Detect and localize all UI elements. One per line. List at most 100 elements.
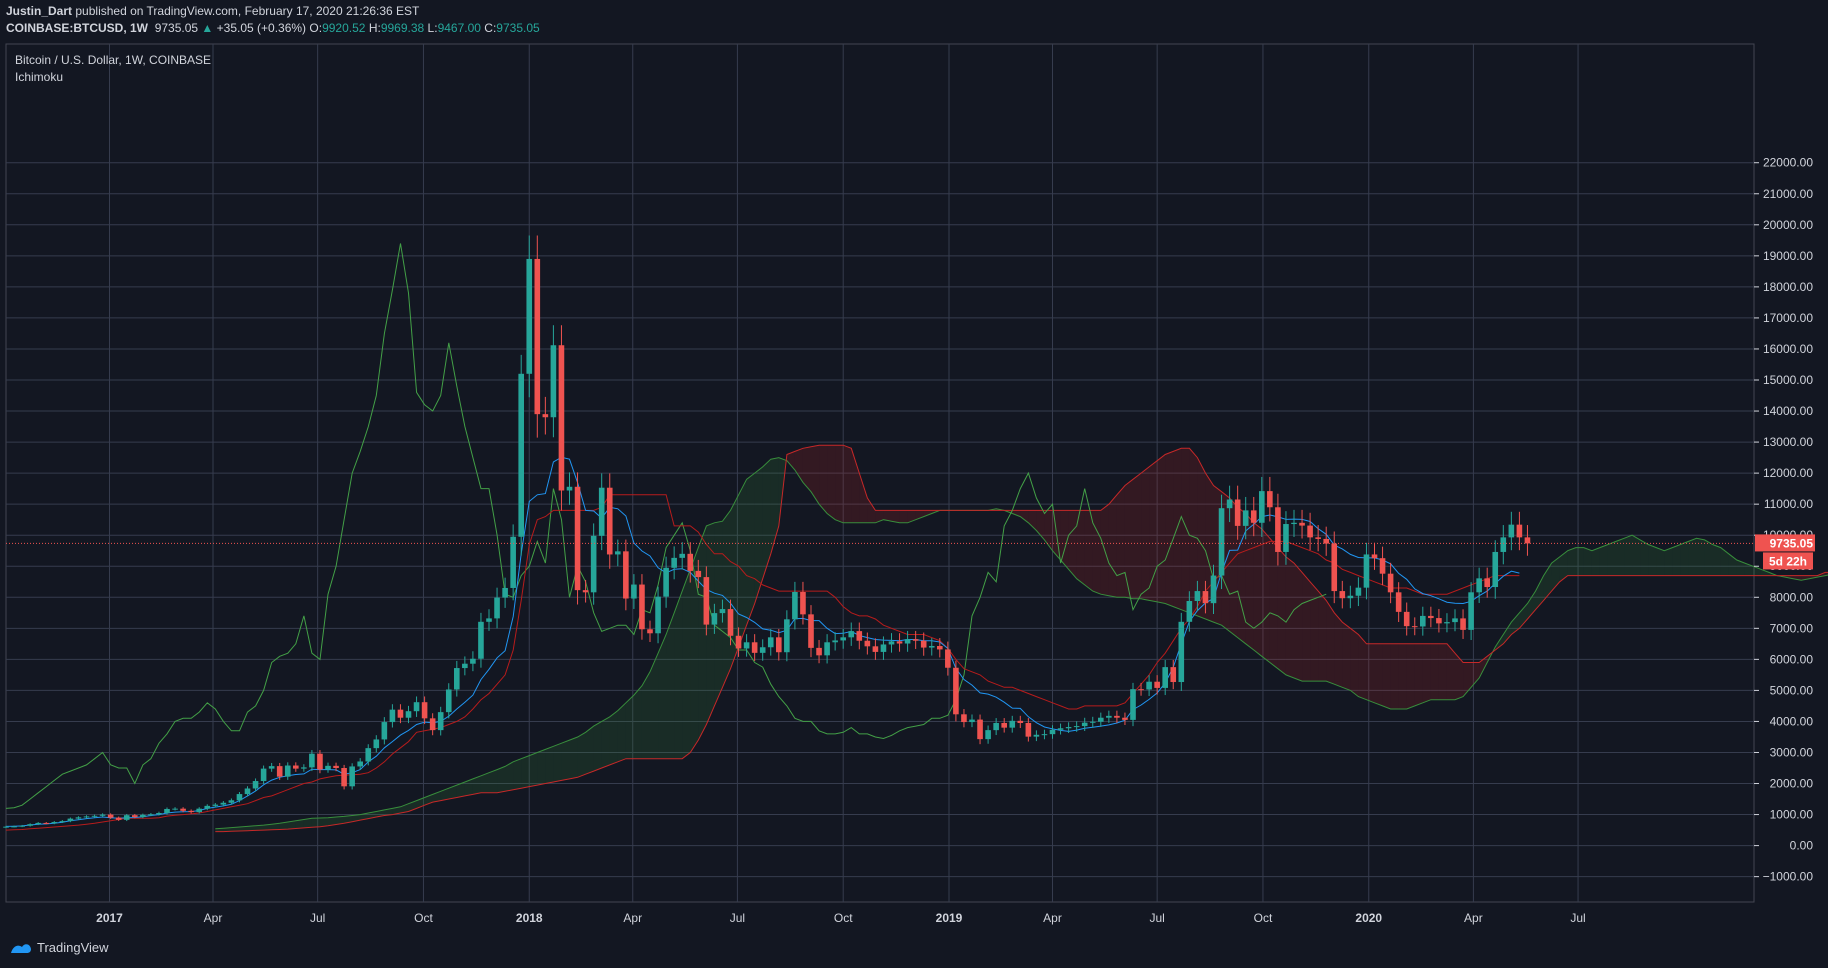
candle-body bbox=[969, 719, 975, 723]
candle-body bbox=[727, 609, 734, 636]
close-label: C: bbox=[484, 21, 497, 35]
cloud-segment bbox=[843, 445, 852, 523]
cloud-segment bbox=[1068, 510, 1077, 579]
open-value: 9920.52 bbox=[322, 21, 366, 35]
y-tick-label: 16000.00 bbox=[1763, 342, 1813, 356]
cloud-segment bbox=[1463, 662, 1472, 697]
cloud-segment bbox=[328, 817, 337, 826]
candle-body bbox=[309, 753, 315, 768]
candle-body bbox=[1331, 543, 1338, 592]
cloud-segment bbox=[633, 685, 642, 759]
change-arrow-icon: ▲ bbox=[201, 21, 214, 35]
cloud-segment bbox=[1116, 485, 1125, 598]
indicator-legend[interactable]: Ichimoku bbox=[15, 70, 64, 84]
cloud-segment bbox=[625, 695, 634, 759]
candle-body bbox=[695, 570, 702, 578]
candle-body bbox=[1065, 727, 1072, 729]
candle-body bbox=[1323, 538, 1329, 544]
cloud-segment bbox=[1430, 643, 1439, 700]
candle-body bbox=[1017, 720, 1024, 723]
candle-body bbox=[333, 765, 339, 768]
candle-body bbox=[800, 592, 806, 615]
candle-body bbox=[928, 646, 935, 648]
cloud-segment bbox=[1632, 535, 1641, 576]
candle-body bbox=[856, 631, 863, 641]
candle-body bbox=[397, 709, 404, 718]
chart-legend-title[interactable]: Bitcoin / U.S. Dollar, 1W, COINBASE bbox=[15, 53, 212, 67]
y-tick-label: 0.00 bbox=[1790, 839, 1814, 853]
candle-body bbox=[381, 722, 388, 740]
x-tick-label: 2020 bbox=[1355, 911, 1382, 925]
candle-body bbox=[590, 535, 597, 593]
cloud-segment bbox=[1664, 547, 1673, 576]
candle-body bbox=[1130, 689, 1136, 720]
author-name[interactable]: Justin_Dart bbox=[6, 4, 73, 18]
candle-body bbox=[687, 553, 694, 571]
y-tick-label: 6000.00 bbox=[1770, 652, 1814, 666]
candle-body bbox=[1516, 524, 1523, 538]
cloud-segment bbox=[1237, 507, 1246, 644]
brand[interactable]: TradingView bbox=[10, 940, 109, 955]
tenkan-sen-line bbox=[5, 456, 1520, 827]
candle-body bbox=[1073, 726, 1080, 728]
candle-body bbox=[526, 258, 533, 374]
candle-body bbox=[228, 800, 235, 803]
candle-body bbox=[1428, 615, 1434, 619]
cloud-segment bbox=[1688, 538, 1697, 576]
candle-body bbox=[1299, 522, 1305, 526]
candle-body bbox=[848, 631, 855, 638]
candle-body bbox=[389, 709, 396, 723]
price-axis[interactable]: 22000.00 21000.00 20000.00 19000.00 18000.00… bbox=[1754, 156, 1813, 884]
y-tick-label: −1000.00 bbox=[1763, 870, 1814, 884]
candle-body bbox=[1122, 717, 1128, 720]
cloud-segment bbox=[585, 726, 594, 775]
cloud-segment bbox=[480, 772, 489, 793]
cloud-segment bbox=[907, 510, 916, 523]
time-axis[interactable]: 2017 Apr Jul Oct 2018 Apr Jul Oct 2019 Apr Jul Oct 2… bbox=[96, 911, 1586, 925]
candle-body bbox=[776, 637, 782, 653]
y-tick-label: 15000.00 bbox=[1763, 373, 1813, 387]
x-tick-label: Jul bbox=[1149, 911, 1164, 925]
candle-body bbox=[1154, 681, 1160, 688]
candle-body bbox=[896, 641, 903, 644]
y-tick-label: 18000.00 bbox=[1763, 280, 1813, 294]
cloud-segment bbox=[1720, 547, 1729, 576]
candle-body bbox=[961, 714, 967, 723]
last-price-tag-bg bbox=[1755, 534, 1815, 552]
candle-body bbox=[1194, 591, 1201, 602]
cloud-segment bbox=[1044, 510, 1053, 551]
cloud-segment bbox=[1519, 603, 1528, 629]
candle-body bbox=[1387, 573, 1394, 593]
x-tick-label: Apr bbox=[623, 911, 642, 925]
cloud-segment bbox=[360, 813, 369, 821]
candle-body bbox=[1476, 578, 1482, 593]
candle-body bbox=[148, 814, 154, 816]
cloud-segment bbox=[1728, 553, 1737, 576]
y-tick-label: 17000.00 bbox=[1763, 311, 1813, 325]
candle-body bbox=[1114, 715, 1120, 718]
candle-body bbox=[792, 592, 798, 620]
price-change: +35.05 (+0.36%) bbox=[216, 21, 307, 35]
cloud-segment bbox=[521, 755, 530, 789]
cloud-segment bbox=[641, 671, 650, 759]
candle-body bbox=[735, 635, 742, 649]
candle-body bbox=[824, 642, 830, 656]
candle-body bbox=[1307, 525, 1313, 538]
cloud-segment bbox=[1302, 572, 1311, 682]
candle-body bbox=[123, 815, 130, 820]
candle-body bbox=[1146, 681, 1152, 690]
candle-body bbox=[1484, 578, 1490, 588]
cloud-segment bbox=[537, 749, 546, 786]
cloud-segment bbox=[1567, 547, 1576, 576]
cloud-segment bbox=[336, 816, 345, 825]
brand-label: TradingView bbox=[37, 940, 109, 955]
x-tick-label: Apr bbox=[1464, 911, 1483, 925]
candle-body bbox=[639, 584, 645, 630]
candle-body bbox=[888, 641, 895, 645]
cloud-segment bbox=[601, 716, 610, 768]
cloud-segment bbox=[1406, 643, 1415, 710]
cloud-segment bbox=[1801, 575, 1810, 581]
cloud-segment bbox=[271, 823, 280, 830]
cloud-segment bbox=[505, 761, 514, 792]
